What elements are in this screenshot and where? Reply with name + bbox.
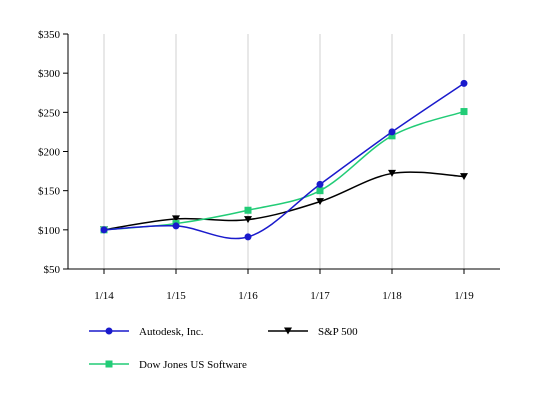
y-tick-label: $200 xyxy=(38,147,61,159)
data-point xyxy=(316,198,324,206)
data-point xyxy=(244,233,252,241)
y-tick-label: $350 xyxy=(38,29,61,41)
legend-marker xyxy=(105,327,113,335)
series-group xyxy=(100,79,468,241)
y-tick-label: $250 xyxy=(38,107,61,119)
data-point xyxy=(460,173,468,181)
data-point xyxy=(460,108,468,116)
x-tick-label: 1/14 xyxy=(94,290,114,302)
legend-label: Autodesk, Inc. xyxy=(139,326,204,338)
legend-label: Dow Jones US Software xyxy=(139,359,247,371)
data-point xyxy=(172,215,180,223)
y-tick-label: $300 xyxy=(38,68,61,80)
x-axis-ticks: 1/14 1/15 1/16 1/17 1/18 1/19 xyxy=(94,269,474,302)
data-point xyxy=(460,79,468,87)
legend-label: S&P 500 xyxy=(318,326,358,338)
y-tick-label: $150 xyxy=(38,186,61,198)
grid xyxy=(103,34,465,269)
series-line xyxy=(103,171,465,231)
x-tick-label: 1/16 xyxy=(238,290,258,302)
data-point xyxy=(316,180,324,188)
data-point xyxy=(388,132,396,140)
data-point xyxy=(172,222,180,230)
data-point xyxy=(244,216,252,224)
legend-marker xyxy=(284,327,292,335)
y-tick-label: $100 xyxy=(38,225,61,237)
data-point xyxy=(244,206,252,214)
series-line xyxy=(103,110,465,231)
x-tick-label: 1/15 xyxy=(166,290,186,302)
x-tick-label: 1/17 xyxy=(310,290,330,302)
legend-marker xyxy=(105,360,113,368)
y-axis-ticks: $50 $100 $150 $200 $250 $300 $350 xyxy=(38,29,68,276)
data-point xyxy=(388,169,396,177)
data-point xyxy=(388,128,396,136)
y-tick-label: $50 xyxy=(44,264,61,276)
data-point xyxy=(100,226,108,234)
legend: Autodesk, Inc. S&P 500 Dow Jones US Softwa… xyxy=(89,326,358,371)
x-tick-label: 1/18 xyxy=(382,290,402,302)
data-point xyxy=(316,187,324,195)
axes xyxy=(67,34,500,270)
series-line xyxy=(103,82,465,240)
x-tick-label: 1/19 xyxy=(454,290,474,302)
